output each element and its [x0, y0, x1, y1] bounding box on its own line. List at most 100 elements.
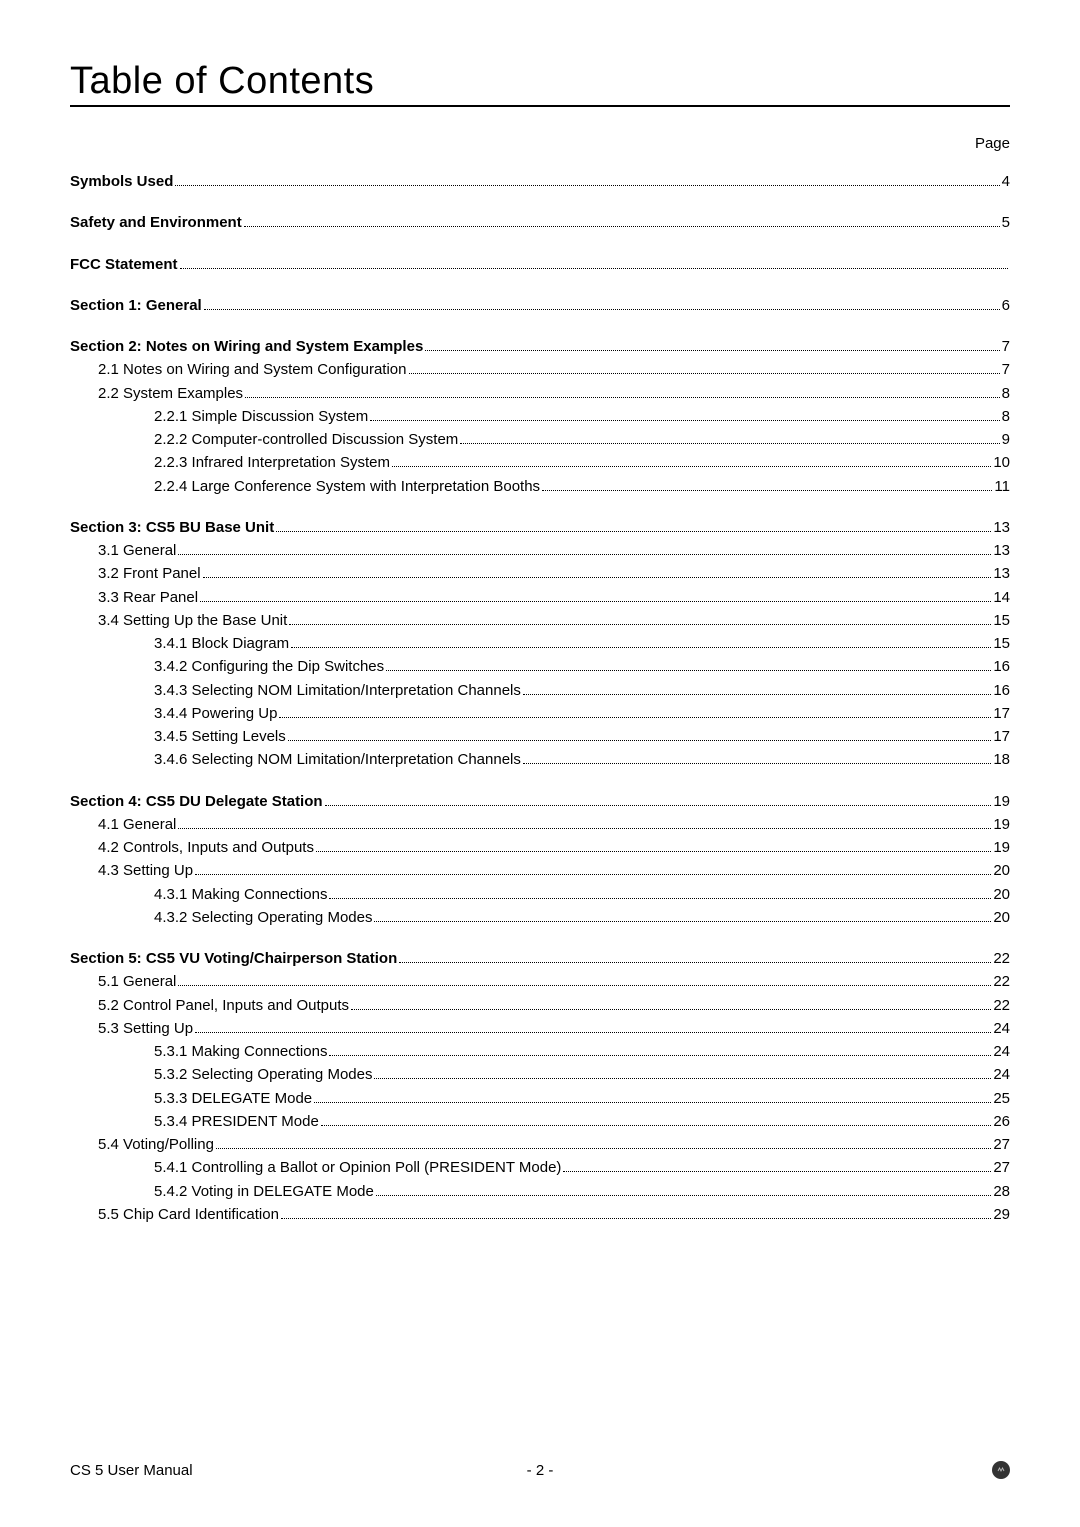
toc-page-number: 15 [993, 609, 1010, 632]
toc-page-number: 14 [993, 586, 1010, 609]
toc-leader-dots [460, 443, 999, 444]
toc-page-number: 17 [993, 725, 1010, 748]
toc-row: 3.4.1 Block Diagram15 [70, 632, 1010, 655]
toc-row: Section 4: CS5 DU Delegate Station19 [70, 790, 1010, 813]
brand-icon-svg [995, 1464, 1007, 1476]
toc-leader-dots [523, 763, 991, 764]
toc-label: 2.2.3 Infrared Interpretation System [154, 451, 390, 474]
toc-page-number: 28 [993, 1180, 1010, 1203]
toc-label: 5.3.3 DELEGATE Mode [154, 1087, 312, 1110]
toc-label: 3.4.3 Selecting NOM Limitation/Interpret… [154, 679, 521, 702]
toc-leader-dots [178, 554, 991, 555]
toc-leader-dots [542, 490, 992, 491]
toc-leader-dots [316, 851, 991, 852]
toc-row: 3.4.3 Selecting NOM Limitation/Interpret… [70, 679, 1010, 702]
toc-row: 5.3 Setting Up 24 [70, 1017, 1010, 1040]
toc-page-number: 26 [993, 1110, 1010, 1133]
toc-leader-dots [325, 805, 992, 806]
toc-row: 3.1 General 13 [70, 539, 1010, 562]
toc-page-number: 10 [993, 451, 1010, 474]
toc-leader-dots [178, 985, 991, 986]
toc-label: Section 3: CS5 BU Base Unit [70, 516, 274, 539]
toc-page-number: 29 [993, 1203, 1010, 1226]
toc-leader-dots [216, 1148, 991, 1149]
toc-row: 3.4 Setting Up the Base Unit15 [70, 609, 1010, 632]
toc-leader-dots [563, 1171, 991, 1172]
toc-leader-dots [203, 577, 992, 578]
toc-row: 5.2 Control Panel, Inputs and Outputs22 [70, 994, 1010, 1017]
toc-label: 3.4.5 Setting Levels [154, 725, 286, 748]
toc-label: 3.4.1 Block Diagram [154, 632, 289, 655]
toc-label: 3.1 General [98, 539, 176, 562]
toc-row: 2.2 System Examples8 [70, 382, 1010, 405]
toc-label: 5.4.2 Voting in DELEGATE Mode [154, 1180, 374, 1203]
toc-label: 5.3.4 PRESIDENT Mode [154, 1110, 319, 1133]
toc-row: 3.4.4 Powering Up17 [70, 702, 1010, 725]
toc-label: Symbols Used [70, 170, 173, 193]
toc-label: 3.4.4 Powering Up [154, 702, 277, 725]
toc-leader-dots [374, 1078, 991, 1079]
toc-page-number: 9 [1002, 428, 1010, 451]
toc-page-number: 13 [993, 539, 1010, 562]
toc-leader-dots [178, 828, 991, 829]
toc-leader-dots [523, 694, 991, 695]
toc-label: 4.1 General [98, 813, 176, 836]
toc-leader-dots [376, 1195, 991, 1196]
toc-leader-dots [392, 466, 991, 467]
page-footer: CS 5 User Manual - 2 - [70, 1461, 1010, 1479]
toc-page-number: 20 [993, 859, 1010, 882]
toc-row: Symbols Used4 [70, 170, 1010, 193]
toc-leader-dots [425, 350, 999, 351]
toc-page-number: 7 [1002, 358, 1010, 381]
toc-row: 4.3.1 Making Connections20 [70, 883, 1010, 906]
toc-leader-dots [314, 1102, 991, 1103]
toc-row: 4.1 General 19 [70, 813, 1010, 836]
table-of-contents: Symbols Used4 Safety and Environment5 FCC … [70, 170, 1010, 1226]
toc-page-number: 24 [993, 1017, 1010, 1040]
toc-page-number: 22 [993, 947, 1010, 970]
toc-leader-dots [374, 921, 991, 922]
toc-row: Section 2: Notes on Wiring and System Ex… [70, 335, 1010, 358]
footer-page-number: - 2 - [527, 1462, 554, 1479]
page-title-block: Table of Contents [70, 60, 1010, 107]
toc-label: 5.1 General [98, 970, 176, 993]
toc-page-number: 6 [1002, 294, 1010, 317]
toc-page-number: 16 [993, 655, 1010, 678]
toc-label: 2.2 System Examples [98, 382, 243, 405]
toc-row: 3.4.6 Selecting NOM Limitation/Interpret… [70, 748, 1010, 771]
toc-label: Section 2: Notes on Wiring and System Ex… [70, 335, 423, 358]
toc-gap [70, 772, 1010, 790]
toc-leader-dots [200, 601, 991, 602]
page-title: Table of Contents [70, 60, 1010, 107]
toc-row: FCC Statement [70, 253, 1010, 276]
toc-page-number: 19 [993, 813, 1010, 836]
toc-gap [70, 929, 1010, 947]
toc-label: 2.2.4 Large Conference System with Inter… [154, 475, 540, 498]
toc-leader-dots [180, 268, 1008, 269]
toc-label: 4.3 Setting Up [98, 859, 193, 882]
toc-label: Section 1: General [70, 294, 202, 317]
toc-row: Section 1: General 6 [70, 294, 1010, 317]
toc-leader-dots [370, 420, 999, 421]
toc-label: 5.3 Setting Up [98, 1017, 193, 1040]
toc-row: 5.3.2 Selecting Operating Modes24 [70, 1063, 1010, 1086]
toc-row: Section 5: CS5 VU Voting/Chairperson Sta… [70, 947, 1010, 970]
toc-row: 5.1 General22 [70, 970, 1010, 993]
toc-row: 5.3.1 Making Connections24 [70, 1040, 1010, 1063]
toc-label: Section 4: CS5 DU Delegate Station [70, 790, 323, 813]
toc-label: 3.3 Rear Panel [98, 586, 198, 609]
toc-row: 4.3.2 Selecting Operating Modes20 [70, 906, 1010, 929]
toc-gap [70, 317, 1010, 335]
toc-row: 5.3.3 DELEGATE Mode25 [70, 1087, 1010, 1110]
toc-page-number: 27 [993, 1156, 1010, 1179]
toc-row: 5.3.4 PRESIDENT Mode 26 [70, 1110, 1010, 1133]
toc-leader-dots [279, 717, 991, 718]
toc-label: 5.4 Voting/Polling [98, 1133, 214, 1156]
toc-label: Safety and Environment [70, 211, 242, 234]
toc-row: 3.4.2 Configuring the Dip Switches16 [70, 655, 1010, 678]
toc-page-number: 18 [993, 748, 1010, 771]
toc-leader-dots [244, 226, 1000, 227]
toc-leader-dots [195, 1032, 991, 1033]
toc-label: 5.2 Control Panel, Inputs and Outputs [98, 994, 349, 1017]
toc-row: Safety and Environment5 [70, 211, 1010, 234]
